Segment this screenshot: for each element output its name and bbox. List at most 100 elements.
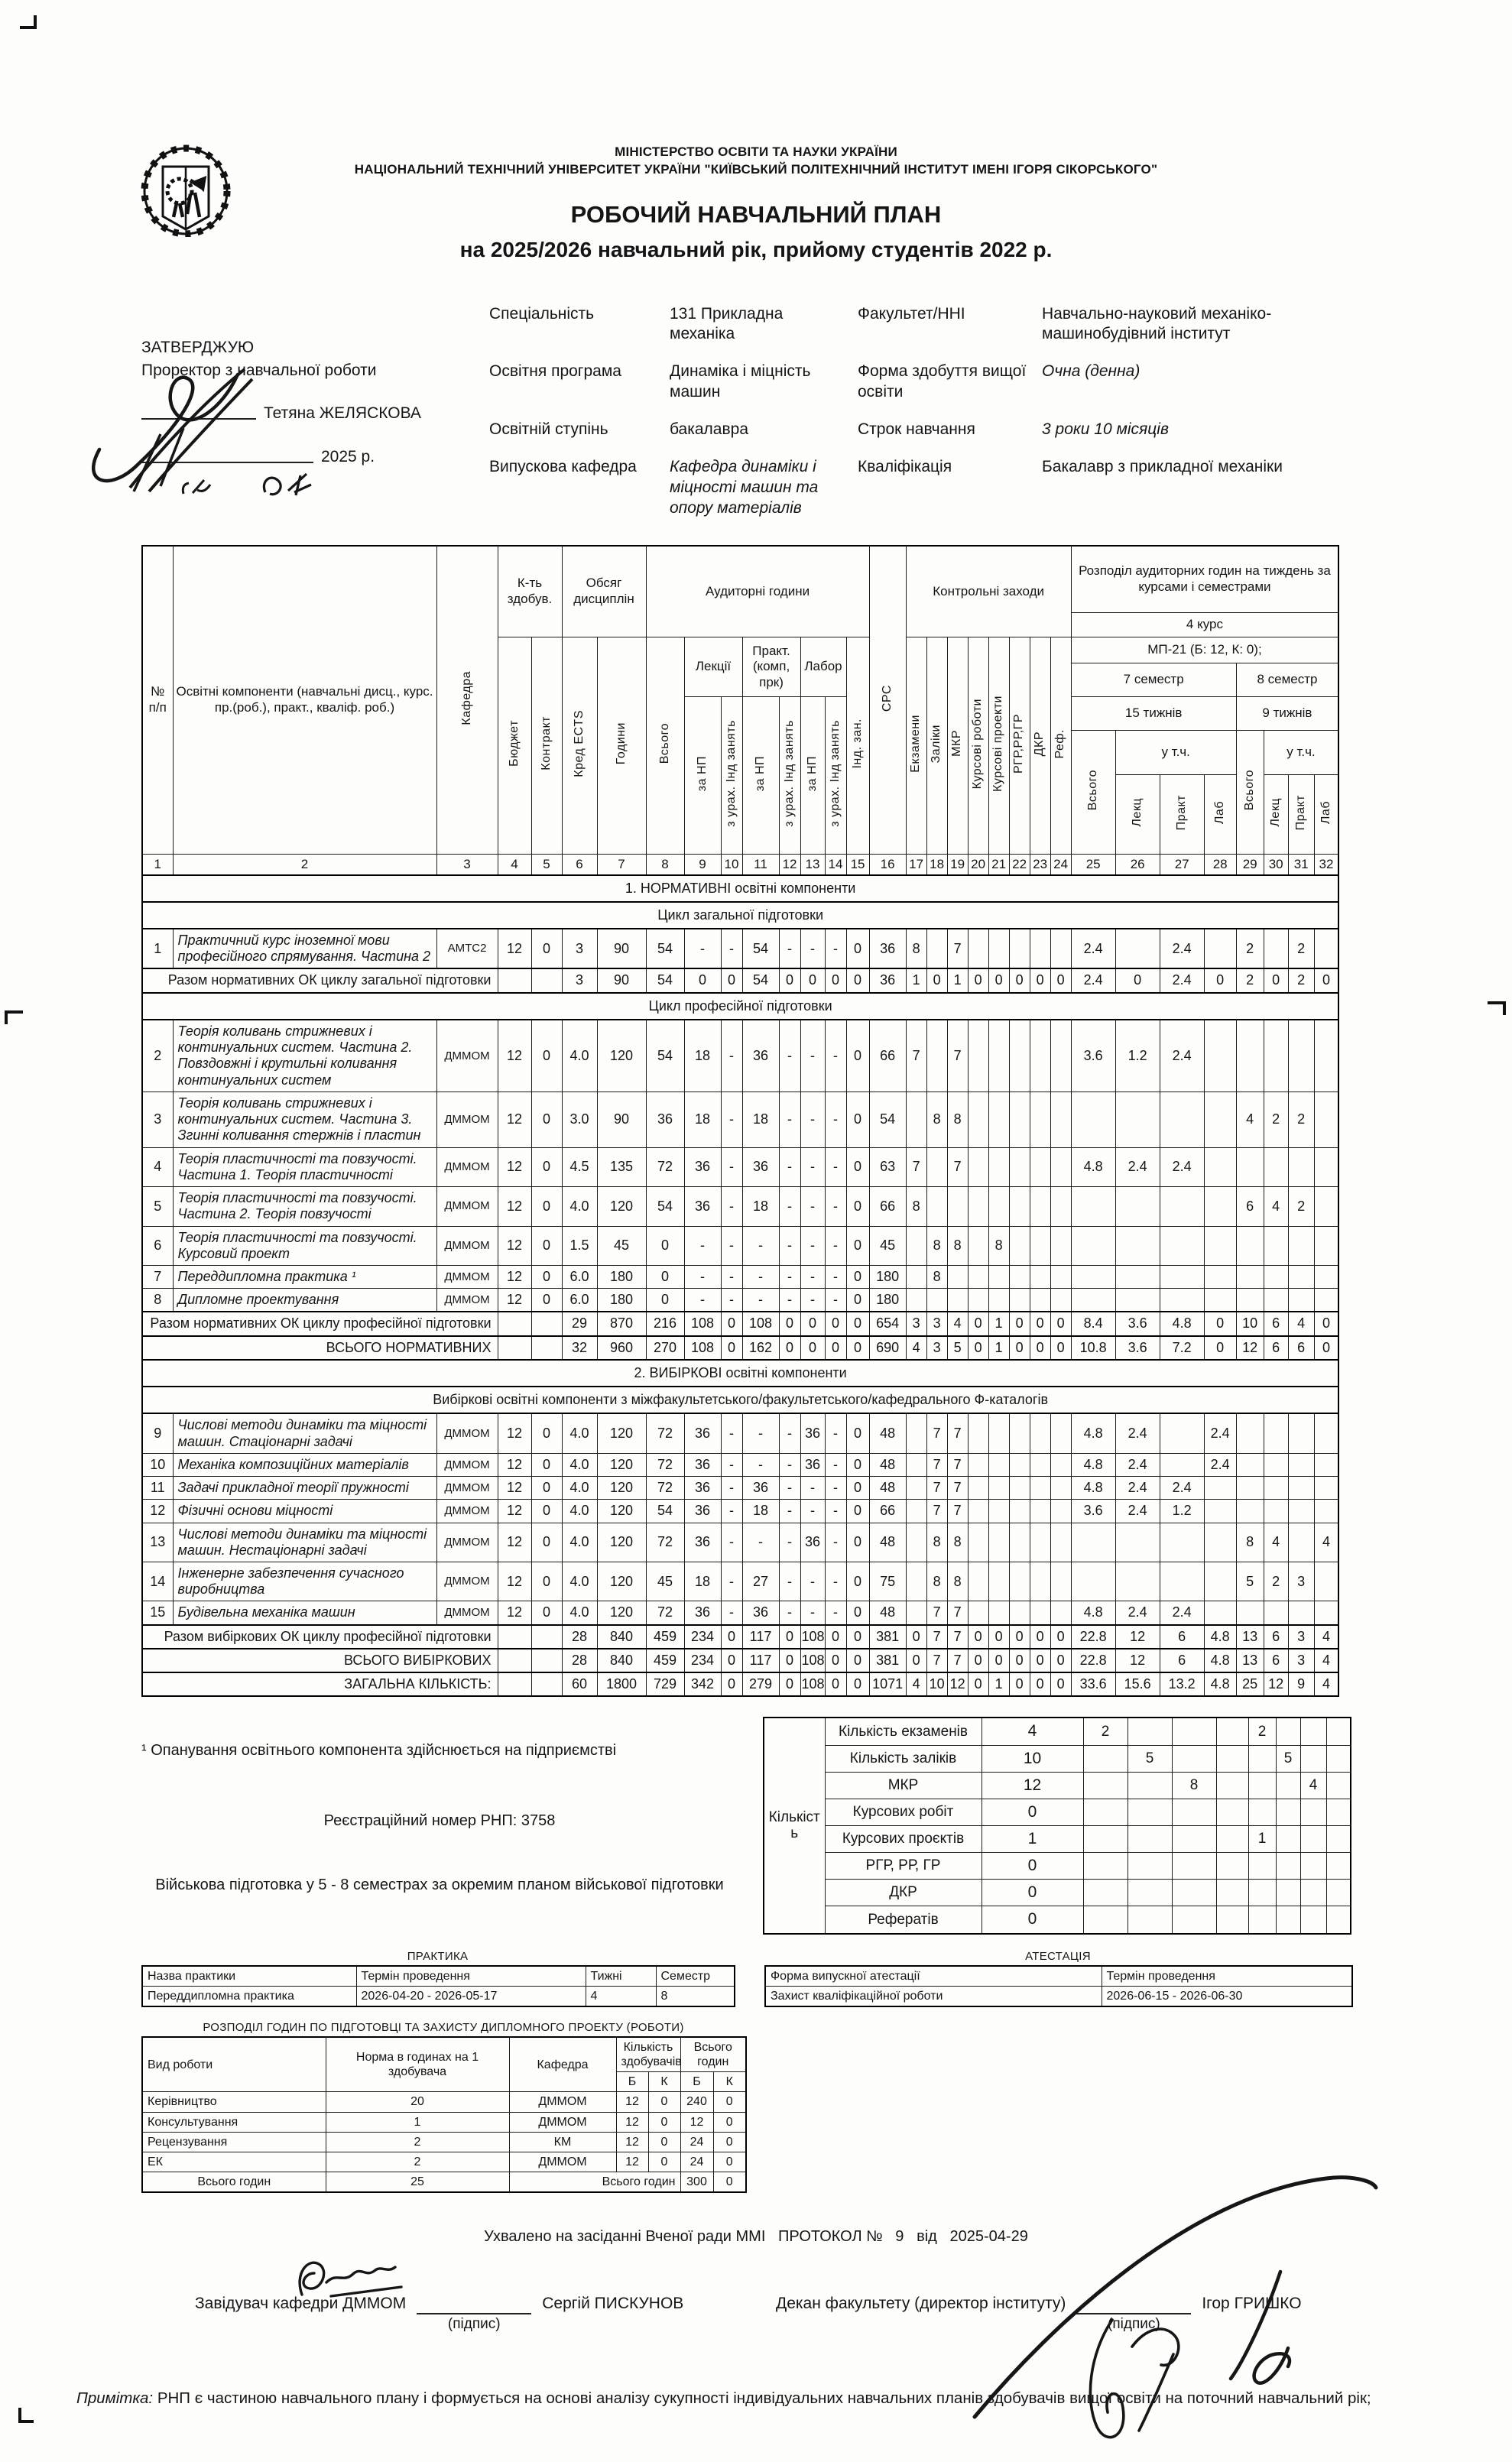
col-header-control: Контрольні заходи — [905, 545, 1072, 638]
counts-sem-value: 4 — [1299, 1771, 1327, 1799]
col-header-prakt: Практ — [1159, 774, 1205, 855]
course-value — [1029, 1499, 1051, 1523]
course-name: Теорія пластичності та повзучості. Курсо… — [172, 1225, 437, 1266]
counts-sem-value — [1299, 1879, 1327, 1907]
course-value — [905, 1476, 927, 1500]
course-value — [1287, 1499, 1315, 1523]
course-value — [905, 1091, 927, 1148]
total-value: 4.8 — [1203, 1672, 1237, 1697]
total-value: 117 — [741, 1623, 780, 1649]
total-value: 729 — [645, 1672, 685, 1697]
counts-sem-value — [1127, 1717, 1173, 1746]
course-value: 120 — [596, 1601, 647, 1626]
diploma-row: Керівництво 20 ДММОМ 12 0 240 0 — [141, 2091, 747, 2113]
counts-sem-value — [1299, 1717, 1327, 1746]
course-value — [1159, 1091, 1205, 1148]
course-value: 4 — [1235, 1091, 1264, 1148]
col-header-sem-total: Всього — [1235, 730, 1264, 855]
course-value — [1115, 1264, 1160, 1289]
total-value: 28 — [561, 1623, 598, 1649]
course-value: - — [824, 1562, 847, 1602]
final-note-label: Примітка: — [76, 2389, 154, 2408]
course-value: 54 — [868, 1091, 907, 1148]
total-empty — [530, 1647, 563, 1673]
course-value — [1050, 1186, 1072, 1227]
course-value: - — [741, 1225, 780, 1266]
col-header-z-urah: з урах. Інд занять — [720, 696, 743, 855]
total-value: 7 — [926, 1647, 948, 1673]
practice-cell: Переддипломна практика — [141, 1985, 357, 2007]
course-number: 13 — [141, 1522, 174, 1563]
total-value: 0 — [988, 968, 1010, 994]
course-row: 5 Теорія пластичності та повзучості. Част… — [141, 1186, 1339, 1227]
course-value: - — [720, 1601, 743, 1626]
col-number: 18 — [926, 854, 948, 876]
counts-total: 1 — [981, 1825, 1084, 1854]
diploma-col-total: Всього годин — [680, 2036, 747, 2073]
total-value: 7 — [926, 1623, 948, 1649]
course-value: 3 — [561, 928, 598, 969]
course-value — [1008, 1452, 1030, 1478]
course-value — [1287, 1476, 1315, 1500]
course-value: - — [720, 1147, 743, 1188]
total-value: 10 — [926, 1672, 948, 1697]
total-row: Разом нормативних ОК циклу професійної п… — [141, 1311, 1339, 1337]
total-value: 0 — [845, 1335, 870, 1361]
section-label: 2. ВИБІРКОВІ освітні компоненти — [141, 1358, 1339, 1388]
total-value: 4 — [905, 1335, 927, 1361]
course-value: - — [824, 928, 847, 969]
signatory-head-of-department: Завідувач кафедри ДММОМ (підпис) Сергій … — [195, 2262, 776, 2333]
total-value: 6 — [1159, 1623, 1205, 1649]
course-value — [905, 1452, 927, 1478]
course-row: 15 Будівельна механіка машин ДММОМ 12 0 4.0 12… — [141, 1601, 1339, 1626]
course-value: 0 — [530, 1264, 563, 1289]
scan-edge-mark — [1488, 1001, 1506, 1015]
total-value: 0 — [824, 1311, 847, 1337]
signature-line — [141, 418, 256, 420]
course-value: 0 — [845, 1499, 870, 1523]
col-number: 17 — [905, 854, 927, 876]
total-value: 0 — [988, 1623, 1010, 1649]
course-row: 3 Теорія коливань стрижневих і континуаль… — [141, 1091, 1339, 1148]
course-value — [905, 1225, 927, 1266]
course-value: 4 — [1263, 1186, 1289, 1227]
counts-row: Кількість заліків 10 5 5 — [764, 1744, 1351, 1773]
course-value: 72 — [645, 1522, 685, 1563]
course-name: Теорія коливань стрижневих і континуальн… — [172, 1019, 437, 1092]
course-value — [905, 1499, 927, 1523]
course-value: 2.4 — [1115, 1147, 1160, 1188]
total-value: 381 — [868, 1647, 907, 1673]
course-value — [1235, 1601, 1264, 1626]
total-value: 0 — [845, 1647, 870, 1673]
course-value — [1203, 1499, 1237, 1523]
course-value — [1287, 1413, 1315, 1454]
col-header-lab: Лаб — [1203, 774, 1237, 855]
course-dept: ДММОМ — [436, 1413, 498, 1454]
course-value: 36 — [800, 1413, 826, 1454]
course-value: - — [778, 1288, 801, 1312]
col-header-za-np: за НП — [741, 696, 780, 855]
course-value: 12 — [497, 1601, 532, 1626]
total-row: ЗАГАЛЬНА КІЛЬКІСТЬ: 60 1800 729 342 0 279 0 108 0… — [141, 1672, 1339, 1697]
course-value: - — [800, 1601, 826, 1626]
total-value: 6 — [1263, 1623, 1289, 1649]
total-value: 0 — [1263, 968, 1289, 994]
course-dept: ДММОМ — [436, 1264, 498, 1289]
total-empty — [497, 1335, 532, 1361]
counts-label: Кількість екзаменів — [824, 1717, 982, 1746]
total-value: 0 — [800, 1311, 826, 1337]
course-value: 18 — [741, 1091, 780, 1148]
course-value — [1203, 1147, 1237, 1188]
course-value: 8 — [926, 1522, 948, 1563]
course-value: 18 — [741, 1186, 780, 1227]
course-value: 0 — [845, 1288, 870, 1312]
course-value — [988, 1601, 1010, 1626]
total-row: Разом вибіркових ОК циклу професійної пі… — [141, 1623, 1339, 1649]
counts-sem-value — [1248, 1906, 1277, 1935]
course-number: 9 — [141, 1413, 174, 1454]
diploma-cell: ДММОМ — [508, 2111, 617, 2133]
info-value: 3 роки 10 місяців — [1042, 420, 1169, 439]
course-value: 0 — [530, 1562, 563, 1602]
total-value: 0 — [967, 1647, 989, 1673]
total-value: 0 — [1050, 1335, 1072, 1361]
